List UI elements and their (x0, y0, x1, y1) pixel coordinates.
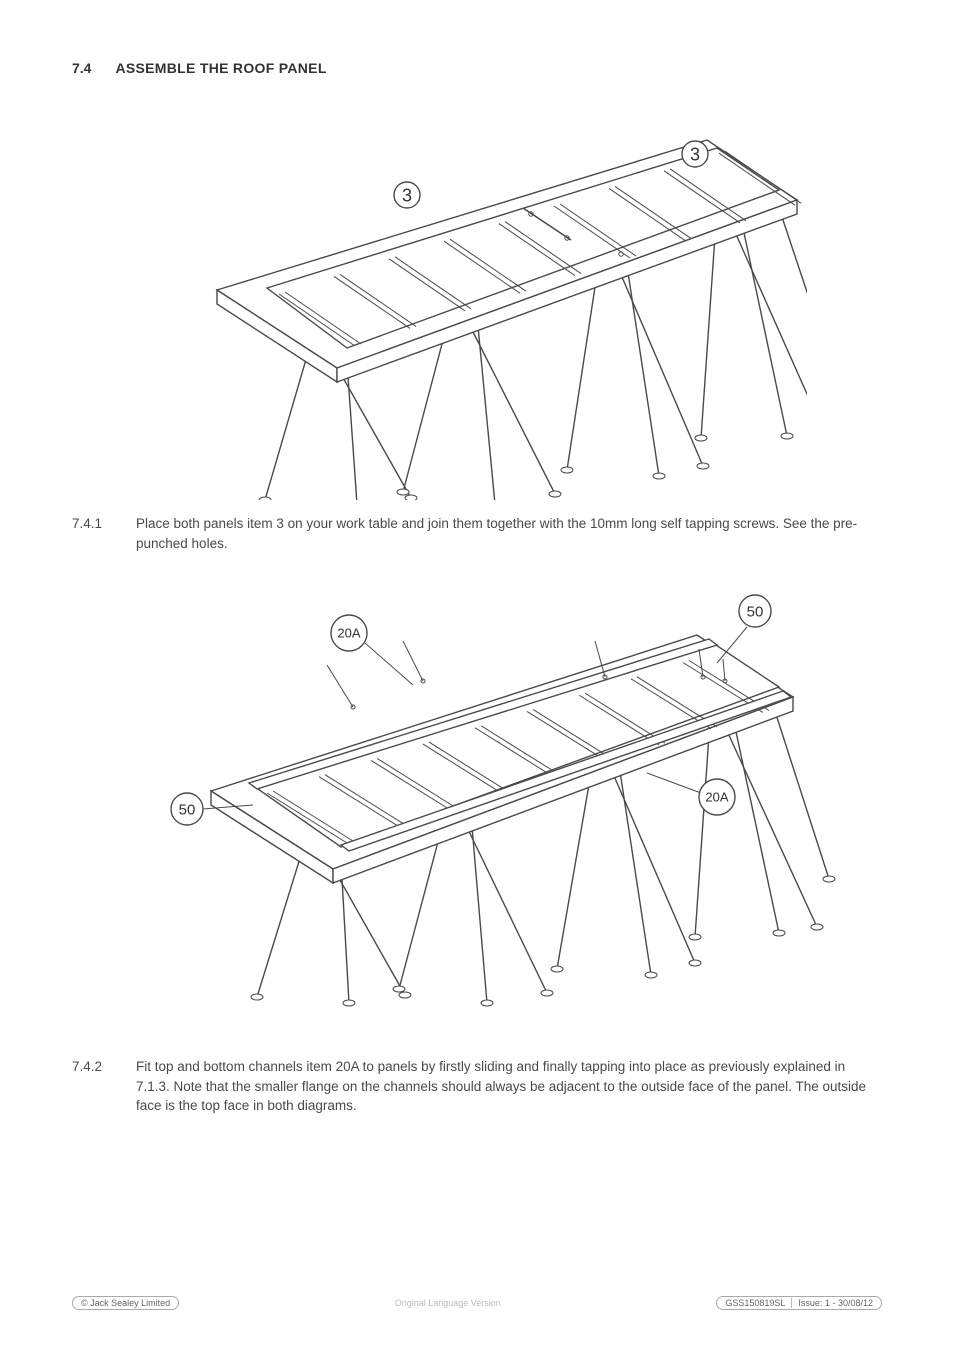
separator (791, 1298, 792, 1308)
paragraph-number: 7.4.2 (72, 1057, 114, 1116)
page-footer: © Jack Sealey Limited Original Language … (72, 1296, 882, 1310)
footer-center: Original Language Version (395, 1298, 501, 1308)
paragraph-7-4-1: 7.4.1 Place both panels item 3 on your w… (72, 514, 882, 553)
issue-text: Issue: 1 - 30/08/12 (798, 1298, 873, 1308)
figure-1: 33 (147, 100, 807, 500)
footer-right: GSS150819SL Issue: 1 - 30/08/12 (716, 1296, 882, 1310)
svg-text:20A: 20A (705, 790, 728, 805)
svg-text:50: 50 (747, 603, 764, 620)
svg-text:3: 3 (690, 144, 700, 164)
figure-2: 20A 50 50 20A (117, 577, 837, 1017)
section-heading: 7.4 ASSEMBLE THE ROOF PANEL (72, 60, 882, 76)
svg-text:20A: 20A (337, 626, 360, 641)
section-title: ASSEMBLE THE ROOF PANEL (115, 60, 326, 76)
figure-2-wrap: 20A 50 50 20A (72, 577, 882, 1017)
doc-code: GSS150819SL (725, 1298, 785, 1308)
paragraph-number: 7.4.1 (72, 514, 114, 553)
footer-left: © Jack Sealey Limited (72, 1296, 179, 1310)
paragraph-text: Fit top and bottom channels item 20A to … (136, 1057, 882, 1116)
paragraph-7-4-2: 7.4.2 Fit top and bottom channels item 2… (72, 1057, 882, 1116)
svg-text:50: 50 (179, 801, 196, 818)
paragraph-text: Place both panels item 3 on your work ta… (136, 514, 882, 553)
section-number: 7.4 (72, 60, 91, 76)
copyright-text: © Jack Sealey Limited (81, 1298, 170, 1308)
figure-1-wrap: 33 (72, 100, 882, 500)
svg-text:3: 3 (402, 185, 412, 205)
